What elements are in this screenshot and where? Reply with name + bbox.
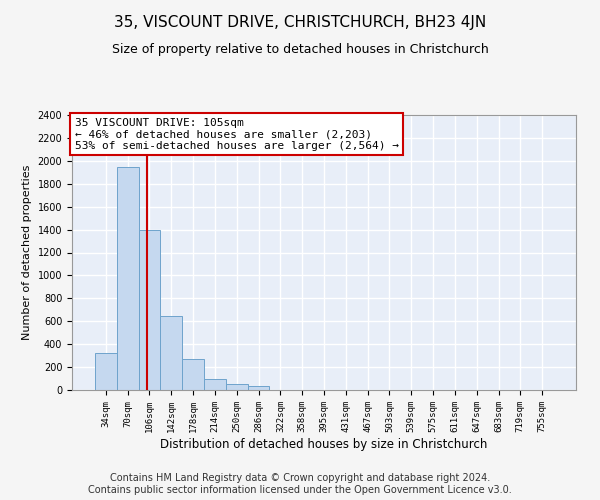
Bar [226, 384, 248, 390]
Bar [117, 166, 139, 390]
Bar [160, 316, 182, 390]
Bar [248, 386, 269, 390]
Text: Contains HM Land Registry data © Crown copyright and database right 2024.
Contai: Contains HM Land Registry data © Crown c… [88, 474, 512, 495]
Bar [95, 354, 117, 390]
Bar [139, 230, 160, 390]
X-axis label: Distribution of detached houses by size in Christchurch: Distribution of detached houses by size … [160, 438, 488, 450]
Text: 35 VISCOUNT DRIVE: 105sqm
← 46% of detached houses are smaller (2,203)
53% of se: 35 VISCOUNT DRIVE: 105sqm ← 46% of detac… [74, 118, 398, 151]
Y-axis label: Number of detached properties: Number of detached properties [22, 165, 32, 340]
Text: 35, VISCOUNT DRIVE, CHRISTCHURCH, BH23 4JN: 35, VISCOUNT DRIVE, CHRISTCHURCH, BH23 4… [114, 15, 486, 30]
Bar [182, 359, 204, 390]
Bar [204, 378, 226, 390]
Text: Size of property relative to detached houses in Christchurch: Size of property relative to detached ho… [112, 42, 488, 56]
